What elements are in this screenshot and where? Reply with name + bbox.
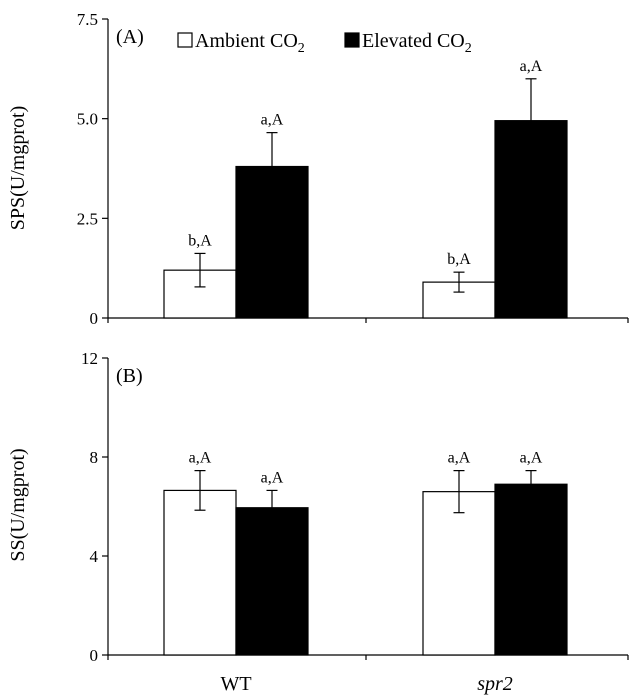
panel-label-b: (B) — [116, 365, 143, 387]
legend-label-ambient: Ambient CO2 — [195, 30, 305, 56]
significance-label-b-s0-g1: a,A — [448, 450, 471, 467]
y-tick-label-b-1: 4 — [90, 547, 99, 566]
significance-label-b-s1-g1: a,A — [520, 450, 543, 467]
panel-label-a: (A) — [116, 26, 144, 48]
y-tick-label-b-0: 0 — [90, 646, 99, 665]
significance-label-b-s0-g0: a,A — [189, 450, 212, 467]
legend-subscript-ambient: 2 — [298, 41, 305, 56]
y-tick-label-b-2: 8 — [90, 448, 99, 467]
bar-b-s0-g0 — [163, 489, 237, 656]
significance-label-a-s0-g0: b,A — [188, 232, 212, 249]
y-tick-label-a-2: 5.0 — [77, 110, 98, 129]
significance-label-a-s1-g0: a,A — [261, 112, 284, 129]
y-tick-label-a-3: 7.5 — [77, 10, 98, 29]
legend-subscript-elevated: 2 — [465, 41, 472, 56]
bar-b-s1-g1 — [494, 483, 568, 656]
legend-swatch-elevated — [344, 32, 360, 48]
y-tick-label-a-0: 0 — [90, 309, 99, 328]
legend-label-elevated: Elevated CO2 — [362, 30, 472, 56]
x-category-spr2: spr2 — [477, 673, 513, 695]
bar-b-s0-g1 — [422, 491, 496, 656]
panel-b-chart: (B) SS(U/mgprot) 0 4 8 12 a,A a,A a,A a,A — [7, 349, 629, 665]
y-tick-label-b-3: 12 — [81, 349, 98, 368]
y-axis-title-a: SPS(U/mgprot) — [7, 106, 29, 230]
significance-label-b-s1-g0: a,A — [261, 469, 284, 486]
legend: Ambient CO2 Elevated CO2 — [177, 30, 472, 56]
y-tick-label-a-1: 2.5 — [77, 209, 98, 228]
significance-label-a-s0-g1: b,A — [447, 251, 471, 268]
significance-label-a-s1-g1: a,A — [520, 58, 543, 75]
y-axis-title-b: SS(U/mgprot) — [7, 448, 29, 561]
x-category-wt: WT — [220, 673, 251, 695]
panel-a-chart: (A) SPS(U/mgprot) 0 2.5 5.0 7.5 b,A b,A a,A a,A — [7, 10, 629, 328]
legend-swatch-ambient — [177, 32, 193, 48]
bar-b-s1-g0 — [235, 507, 309, 656]
